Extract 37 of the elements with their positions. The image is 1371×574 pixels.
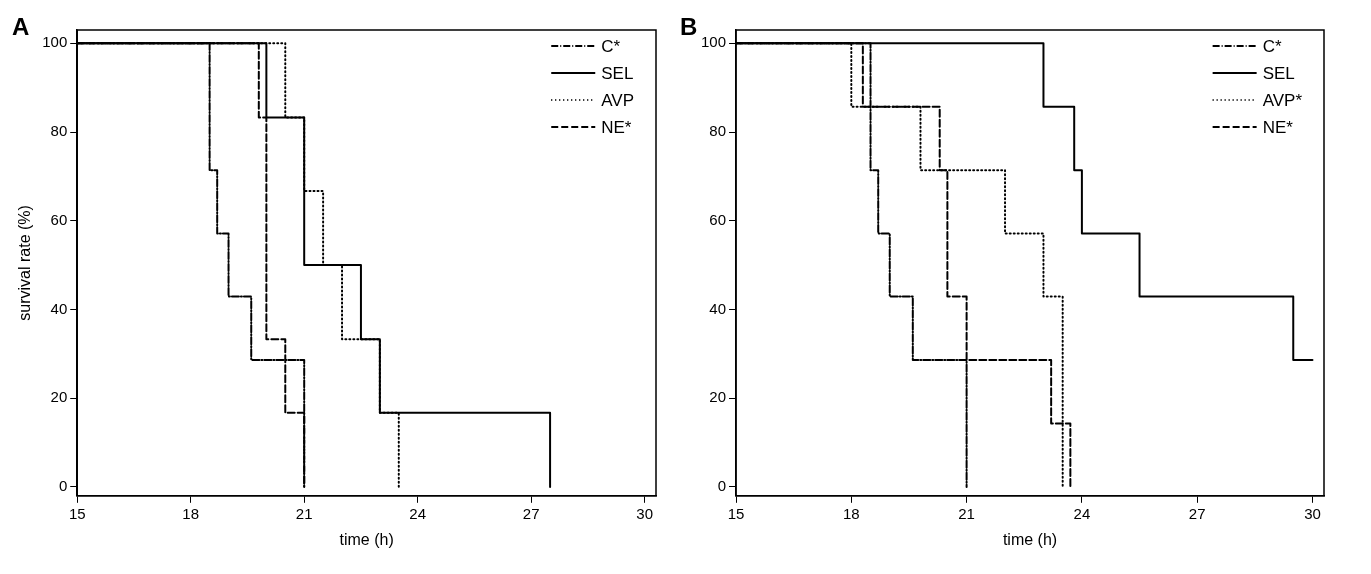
y-tick-label: 20: [50, 388, 68, 406]
legend-label: AVP: [601, 90, 635, 110]
y-tick-label: 100: [701, 33, 727, 51]
y-tick-label: 80: [50, 122, 68, 140]
x-tick-label: 24: [1073, 504, 1091, 522]
x-tick-label: 24: [409, 504, 427, 522]
x-tick-label: 30: [636, 504, 653, 522]
y-tick-label: 40: [709, 299, 727, 317]
x-tick-label: 15: [727, 504, 745, 522]
x-tick-label: 30: [1304, 504, 1321, 522]
x-tick-label: 21: [958, 504, 975, 522]
x-tick-label: 27: [1188, 504, 1206, 522]
y-tick-label: 60: [709, 210, 727, 228]
legend-label: C*: [601, 36, 621, 56]
y-tick-label: 0: [717, 477, 727, 495]
legend-label: SEL: [601, 63, 634, 83]
y-tick-label: 60: [50, 210, 68, 228]
legend-label: C*: [1262, 36, 1282, 56]
y-tick-label: 20: [709, 388, 727, 406]
y-tick-label: 40: [50, 299, 68, 317]
legend-label: NE*: [601, 117, 632, 137]
x-tick-label: 15: [68, 504, 86, 522]
legend-label: SEL: [1262, 63, 1295, 83]
y-axis-title: survival rate (%): [16, 205, 34, 321]
y-tick-label: 0: [58, 477, 68, 495]
x-tick-label: 21: [295, 504, 313, 522]
x-tick-label: 18: [182, 504, 200, 522]
x-tick-label: 18: [842, 504, 860, 522]
legend-label: AVP*: [1262, 90, 1303, 110]
x-axis-title: time (h): [1002, 530, 1058, 548]
y-tick-label: 80: [709, 122, 727, 140]
legend-label: NE*: [1262, 117, 1294, 137]
chart-title: B: [680, 12, 698, 40]
x-tick-label: 27: [522, 504, 540, 522]
y-tick-label: 100: [42, 33, 68, 51]
chart-title: A: [12, 12, 30, 40]
x-axis-title: time (h): [339, 530, 394, 548]
